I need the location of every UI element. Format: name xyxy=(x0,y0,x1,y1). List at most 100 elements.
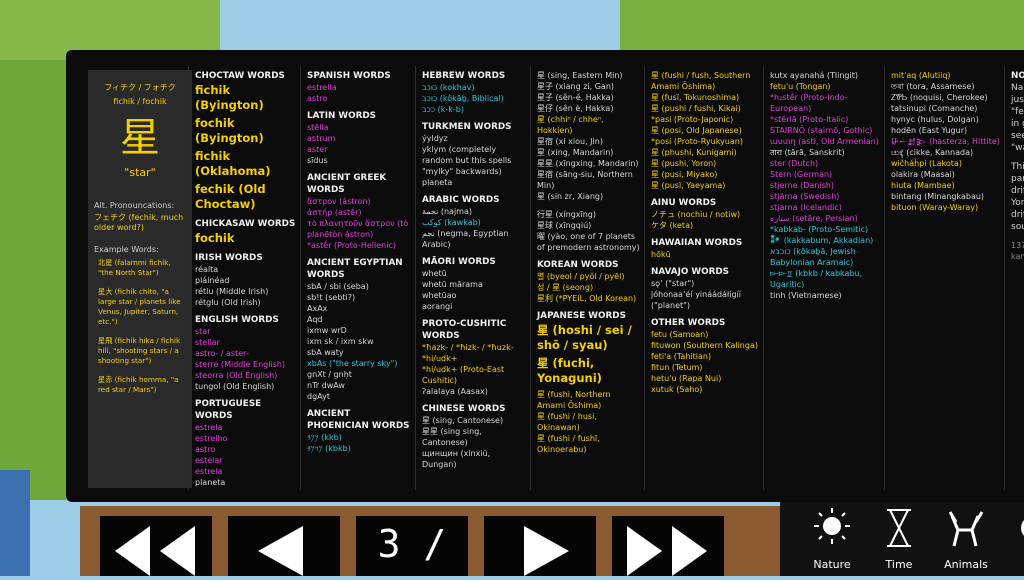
word-entry: estrella xyxy=(307,83,337,92)
section-heading: PORTUGUESE WORDS xyxy=(195,399,262,421)
word-entry: hodēn (East Yugur) xyxy=(891,126,968,135)
category-button[interactable]: Nature xyxy=(802,502,862,576)
word-entry: 성 / 星 (seong) xyxy=(537,283,594,292)
word-entry: 𐤊𐤅𐤊𐤁 (kbkb) xyxy=(307,444,351,453)
example: 北星 (falammi fichik, "the North Star") xyxy=(98,258,171,277)
section-heading: CHOCTAW WORDS xyxy=(195,71,285,81)
word-entry: xbAs ("the starry sky") xyxy=(307,359,398,368)
word-entry: para xyxy=(1011,174,1024,184)
word-entry: astro xyxy=(307,94,328,103)
word-column: 星 (sing, Eastern Min) 星子 (xiang zi, Gan) 星… xyxy=(530,66,644,490)
category-button[interactable]: Fo xyxy=(1003,502,1024,576)
word-entry: щинщин (xinxiŭ, Dungan) xyxy=(422,449,491,469)
word-entry: tungol (Old English) xyxy=(195,382,275,391)
category-label: Time xyxy=(885,558,913,571)
word-entry: STAIRNŌ (stairnō, Gothic) xyxy=(770,126,873,135)
category-icon xyxy=(1021,520,1024,536)
word-entry: *astḗr (Proto-Hellenic) xyxy=(307,241,396,250)
word-entry: כוכבא (kōkəḇā, Jewish Babylonian Aramaic… xyxy=(770,247,856,267)
word-entry: estelar xyxy=(195,456,223,465)
word-entry: *stērlā (Proto-Italic) xyxy=(770,115,849,124)
icon xyxy=(627,526,707,576)
word-entry: wičháȟpi (Lakota) xyxy=(891,159,962,168)
word-entry: fetu (Samoan) xyxy=(651,330,709,339)
word-entry: stellar xyxy=(195,338,220,347)
word-entry: whetū xyxy=(422,269,447,278)
word-entry: 星 (pusi, Miyako) xyxy=(651,170,718,179)
word-entry: 星 (fusï, Tokunoshima) xyxy=(651,93,740,102)
word-entry: 星 (fushi, Northern Amami Ōshima) xyxy=(537,390,611,410)
section-heading: CHICKASAW WORDS xyxy=(195,219,296,229)
word-entry: 星 (phushi, Kunigami) xyxy=(651,148,737,157)
word-entry: 星 (sing, Cantonese) xyxy=(422,416,504,425)
word-entry: τὸ πλανητοῦν ἄστρον (tò planētòn ástron) xyxy=(307,219,409,239)
word-entry: ἄστρον (ástron) xyxy=(307,197,371,206)
word-entry: nTr dwAw xyxy=(307,381,345,390)
word-entry: "fe xyxy=(1011,107,1024,117)
last-page-button[interactable] xyxy=(612,516,724,576)
next-page-button[interactable] xyxy=(484,516,596,576)
prev-page-button[interactable] xyxy=(228,516,340,576)
word-entry: feti'a (Tahitian) xyxy=(651,352,712,361)
word-entry: كوكب (kawkab) xyxy=(422,218,481,227)
section-heading: AINU WORDS xyxy=(651,198,717,208)
word-entry: sbA waty xyxy=(307,348,344,357)
section-heading: HEBREW WORDS xyxy=(422,71,506,81)
word-entry: rétlu (Middle Irish) xyxy=(195,287,269,296)
word-entry: *kabkab- (Proto-Semitic) xyxy=(770,225,869,234)
word-entry: 星 (xing, Mandarin) xyxy=(537,148,614,157)
word-entry: 星 (chhiⁿ / chheⁿ, Hokkien) xyxy=(537,115,604,135)
word-entry: כוכב (kokhav) xyxy=(422,83,475,92)
alt-heading: Alt. Pronouncations: xyxy=(94,201,175,210)
word-entry: fichik (Byington) xyxy=(195,83,264,112)
category-bar: Nature Time Animals Fo xyxy=(780,502,1024,576)
word-column: mit'aq (Alutiiq) তৰা (tora, Assamese) ᏃᏈᏏ … xyxy=(884,66,1004,490)
section-heading: SPANISH WORDS xyxy=(307,71,391,81)
word-entry: 별 (byeol / pyŏl / pyēl) xyxy=(537,272,625,281)
word-entry: sterre (Middle English) xyxy=(195,360,286,369)
word-entry: fochik xyxy=(195,231,235,245)
word-entry: তৰা (tora, Assamese) xyxy=(891,82,975,91)
word-entry: Yona xyxy=(1011,198,1024,208)
word-entry: pláinéad xyxy=(195,276,230,285)
word-entry: 星星 (sing sing, Cantonese) xyxy=(422,427,482,447)
word-entry: tatsinupi (Comanche) xyxy=(891,104,978,113)
section-heading: NO xyxy=(1011,71,1024,81)
word-entry: hetu'u (Rapa Nui) xyxy=(651,374,722,383)
word-entry: 星 (fuchi, Yonaguni) xyxy=(537,356,602,385)
category-icon xyxy=(814,508,850,544)
word-entry: star xyxy=(195,327,211,336)
word-entry: 星 (posi, Old Japanese) xyxy=(651,126,742,135)
word-entry: Aqd xyxy=(307,315,323,324)
word-entry: hiuta (Mambae) xyxy=(891,181,955,190)
word-entry: तारा (tārā, Sanskrit) xyxy=(770,148,845,157)
section-heading: ANCIENT EGYPTIAN WORDS xyxy=(307,258,403,280)
word-column: 星 (fushi / fush, Southern Amami Ōshima) 星… xyxy=(644,66,763,490)
word-entry: 星宿 (xi xiou, Jin) xyxy=(537,137,603,146)
word-entry: 星子 (xiang zi, Gan) xyxy=(537,82,615,91)
word-entry: aorangi xyxy=(422,302,453,311)
word-entry: ستاره (setāre, Persian) xyxy=(770,214,858,223)
word-entry: astro xyxy=(195,445,216,454)
word-entry: stjerne (Danish) xyxy=(770,181,834,190)
word-entry: dgAyt xyxy=(307,392,330,401)
kana: フィチク / フォチク xyxy=(104,83,176,92)
word-entry: estrela xyxy=(195,467,223,476)
section-heading: ARABIC WORDS xyxy=(422,195,500,205)
word-entry: 137 W xyxy=(1011,241,1024,250)
meaning: "star" xyxy=(124,166,156,179)
category-button[interactable]: Time xyxy=(869,502,929,576)
word-entry: ಚುಕ್ಕೆ (cikke, Kannada) xyxy=(891,148,974,157)
first-page-button[interactable] xyxy=(100,516,212,576)
word-entry: 星仔 (sên è, Hakka) xyxy=(537,104,614,113)
category-button[interactable]: Animals xyxy=(936,502,996,576)
section-heading: ENGLISH WORDS xyxy=(195,315,279,325)
icon xyxy=(524,526,569,576)
example: 星赤 (fichik homma, "a red star / Mars") xyxy=(98,375,179,394)
word-card: フィチク / フォチク fichik / fochik 星 "star" Alt… xyxy=(88,70,192,488)
word-entry: 星 (sin zr, Xiang) xyxy=(537,192,604,201)
word-entry: bintang (Minangkabau) xyxy=(891,192,985,201)
icon xyxy=(115,526,195,576)
